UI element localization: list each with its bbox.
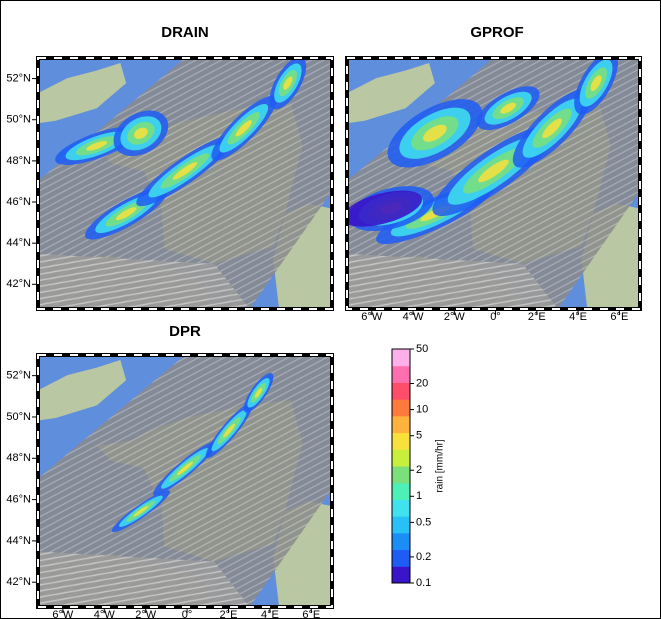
y-tick-label: 52°N — [6, 72, 31, 84]
panel-title: GPROF — [470, 24, 523, 41]
colorbar-step — [392, 449, 410, 467]
rain-area — [254, 387, 263, 398]
land — [38, 360, 127, 421]
colorbar-step — [392, 415, 410, 434]
colorbar-step — [392, 365, 410, 383]
x-tick-label: 6°W — [361, 311, 383, 323]
x-tick-label: 6°E — [610, 311, 628, 323]
x-tick-label: 0° — [182, 609, 193, 619]
colorbar-tick-label: 50 — [416, 343, 428, 355]
y-tick-label: 48°N — [6, 452, 31, 464]
satellite-swath — [38, 551, 250, 607]
colorbar-step — [392, 399, 410, 417]
panel-title: DRAIN — [161, 24, 209, 41]
map — [347, 58, 640, 309]
rain-area — [590, 75, 602, 91]
colorbar-step — [392, 382, 410, 400]
colorbar-label: rain [mm/hr] — [435, 439, 446, 493]
satellite-swath — [38, 355, 332, 607]
x-tick-label: 2°E — [528, 311, 546, 323]
x-tick-label: 4°W — [403, 311, 425, 323]
rain-area — [223, 423, 235, 438]
map-panel: DPR 42°N 44°N 46°N 48°N 50°N 52°N 6°W 4°W 2°W 0° 2°… — [6, 323, 334, 619]
satellite-swath — [38, 253, 250, 309]
land — [38, 63, 127, 124]
x-tick-label: 4°E — [261, 609, 279, 619]
land — [347, 63, 435, 124]
colorbar-step — [392, 499, 410, 517]
y-tick-label: 44°N — [6, 535, 31, 547]
rain-area — [542, 118, 562, 139]
map — [38, 58, 332, 309]
rain-area — [347, 190, 422, 227]
colorbar-step — [392, 466, 410, 484]
colorbar-step — [392, 516, 410, 534]
x-tick-label: 6°W — [52, 609, 74, 619]
frame-dash — [37, 57, 333, 310]
colorbar-step — [392, 566, 410, 584]
y-tick-label: 50°N — [6, 411, 31, 423]
rain-area — [177, 461, 193, 476]
y-tick-label: 52°N — [6, 370, 31, 382]
rain-area — [478, 159, 509, 183]
rain-area — [86, 141, 108, 151]
rain-area — [423, 124, 447, 142]
x-tick-label: 2°E — [220, 609, 238, 619]
colorbar-step — [392, 432, 410, 450]
rain-area — [133, 506, 149, 517]
colorbar-tick-label: 5 — [416, 430, 422, 442]
colorbar-step — [392, 482, 410, 500]
colorbar-tick-label: 0.2 — [416, 551, 431, 563]
x-tick-label: 6°E — [302, 609, 320, 619]
map-panel: DRAIN 42°N 44°N 46°N 48°N 50°N 52°N — [6, 24, 334, 311]
x-tick-label: 4°E — [569, 311, 587, 323]
y-tick-label: 46°N — [6, 196, 31, 208]
x-tick-label: 2°W — [444, 311, 466, 323]
colorbar-tick-label: 0.1 — [416, 577, 431, 589]
colorbar-tick-label: 20 — [416, 377, 428, 389]
colorbar-step — [392, 532, 410, 551]
colorbar-tick-label: 0.5 — [416, 516, 431, 528]
colorbar-tick-label: 2 — [416, 464, 422, 476]
colorbar-step — [392, 349, 410, 367]
x-tick-label: 2°W — [135, 609, 157, 619]
y-tick-label: 42°N — [6, 278, 31, 290]
rain-area — [235, 120, 252, 137]
y-tick-label: 46°N — [6, 493, 31, 505]
panel-title: DPR — [169, 323, 201, 340]
map — [38, 355, 332, 607]
colorbar-tick-label: 1 — [416, 490, 422, 502]
rain-area — [283, 76, 293, 90]
rain-area — [500, 102, 516, 114]
satellite-swath — [347, 253, 558, 309]
frame-dash — [37, 354, 333, 608]
colorbar-tick-label: 10 — [416, 404, 428, 416]
rain-area — [172, 162, 198, 180]
colorbar-frame — [391, 348, 411, 584]
y-tick-label: 44°N — [6, 237, 31, 249]
colorbar-step — [392, 549, 410, 567]
map-panel: GPROF 6°W 4°W 2°W 0° 2°E 4°E 6°E — [345, 24, 642, 323]
y-tick-label: 50°N — [6, 114, 31, 126]
rain-area — [134, 127, 148, 139]
x-tick-label: 0° — [490, 311, 501, 323]
frame-dash — [346, 57, 641, 310]
y-tick-label: 48°N — [6, 155, 31, 167]
rain-area — [115, 207, 137, 221]
y-tick-label: 42°N — [6, 576, 31, 588]
colorbar: 0.1 0.2 0.5 1 2 5 10 20 50 rain [mm/hr] — [391, 343, 446, 589]
x-tick-label: 4°W — [94, 609, 116, 619]
